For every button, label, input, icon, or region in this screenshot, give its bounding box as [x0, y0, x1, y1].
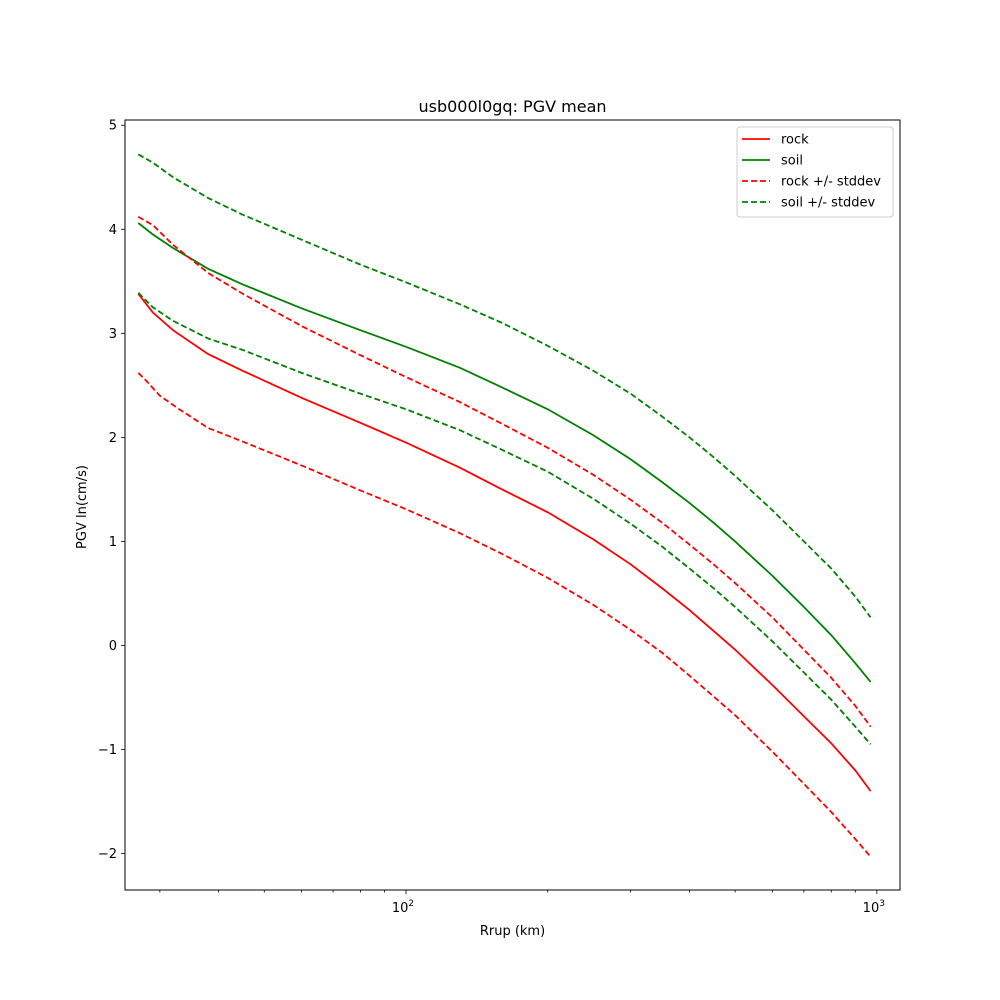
y-tick-label: −2 — [98, 847, 117, 862]
plot-area — [137, 153, 872, 858]
series-line-4 — [137, 153, 872, 618]
x-tick-label: 102 — [392, 899, 414, 916]
y-tick-label: 3 — [109, 327, 117, 342]
y-tick-label: 1 — [109, 535, 117, 550]
y-tick-label: 4 — [109, 223, 117, 238]
y-axis-label: PGV ln(cm/s) — [75, 465, 90, 549]
y-tick-label: −1 — [98, 743, 117, 758]
chart-title: usb000l0gq: PGV mean — [418, 97, 606, 116]
axes-frame — [124, 119, 901, 891]
y-tick-label: 5 — [109, 119, 117, 134]
series-line-5 — [137, 292, 872, 745]
y-tick-label: 0 — [109, 639, 117, 654]
y-tick-label: 2 — [109, 431, 117, 446]
y-axis: −2 −1 0 1 2 3 4 5 — [98, 119, 125, 862]
x-tick-label: 103 — [863, 899, 885, 916]
legend-label: soil — [781, 154, 803, 169]
series-line-2 — [137, 215, 872, 728]
legend-label: rock +/- stddev — [781, 175, 881, 190]
legend-box — [736, 126, 894, 218]
series-line-1 — [137, 222, 872, 683]
x-axis: 102 103 — [159, 890, 885, 916]
x-axis-label: Rrup (km) — [480, 924, 545, 939]
legend-label: rock — [781, 133, 809, 148]
legend: rock soil rock +/- stddev soil +/- stddev — [736, 126, 894, 218]
series-line-3 — [137, 372, 872, 858]
series-line-0 — [137, 293, 872, 792]
legend-label: soil +/- stddev — [781, 196, 876, 211]
